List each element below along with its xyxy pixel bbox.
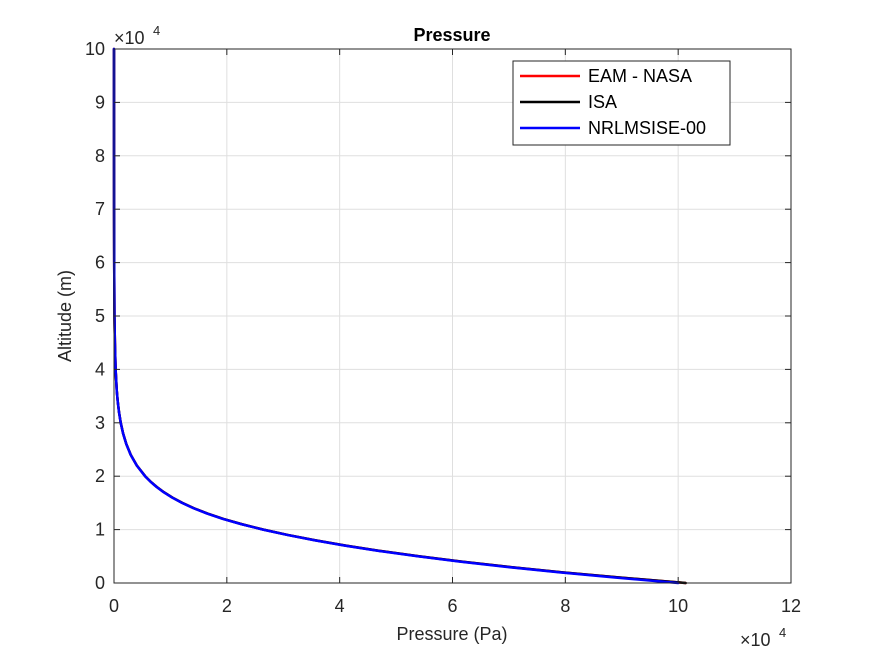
x-tick-label: 2 xyxy=(222,596,232,616)
y-tick-label: 3 xyxy=(95,413,105,433)
y-tick-label: 7 xyxy=(95,199,105,219)
legend-label-isa: ISA xyxy=(588,92,617,112)
x-ticks: 0 2 4 6 8 10 12 xyxy=(109,49,801,616)
y-tick-label: 2 xyxy=(95,466,105,486)
y-tick-label: 4 xyxy=(95,359,105,379)
legend: EAM - NASA ISA NRLMSISE-00 xyxy=(512,60,731,146)
y-axis-label: Altitude (m) xyxy=(55,270,75,362)
data-series xyxy=(112,47,687,585)
series-line-nrlmsise-00 xyxy=(112,47,680,585)
y-tick-label: 0 xyxy=(95,573,105,593)
y-tick-label: 10 xyxy=(85,39,105,59)
y-tick-label: 5 xyxy=(95,306,105,326)
y-tick-label: 9 xyxy=(95,92,105,112)
legend-label-eam-nasa: EAM - NASA xyxy=(588,66,692,86)
legend-label-nrlmsise: NRLMSISE-00 xyxy=(588,118,706,138)
y-tick-label: 8 xyxy=(95,146,105,166)
x-tick-label: 6 xyxy=(447,596,457,616)
y-exponent-power: 4 xyxy=(153,23,160,38)
y-tick-label: 6 xyxy=(95,253,105,273)
y-ticks: 0 1 2 3 4 5 6 7 8 9 10 xyxy=(85,39,791,593)
x-tick-label: 10 xyxy=(668,596,688,616)
x-tick-label: 8 xyxy=(560,596,570,616)
y-exponent-base: ×10 xyxy=(114,28,145,48)
x-exponent-power: 4 xyxy=(779,625,786,640)
y-exponent-label: ×10 4 xyxy=(114,23,160,48)
x-exponent-label: ×10 4 xyxy=(740,625,786,650)
x-axis-label: Pressure (Pa) xyxy=(396,624,507,644)
chart-title: Pressure xyxy=(413,25,490,45)
y-tick-label: 1 xyxy=(95,520,105,540)
x-exponent-base: ×10 xyxy=(740,630,771,650)
x-tick-label: 12 xyxy=(781,596,801,616)
x-tick-label: 4 xyxy=(335,596,345,616)
grid xyxy=(114,49,791,583)
x-tick-label: 0 xyxy=(109,596,119,616)
